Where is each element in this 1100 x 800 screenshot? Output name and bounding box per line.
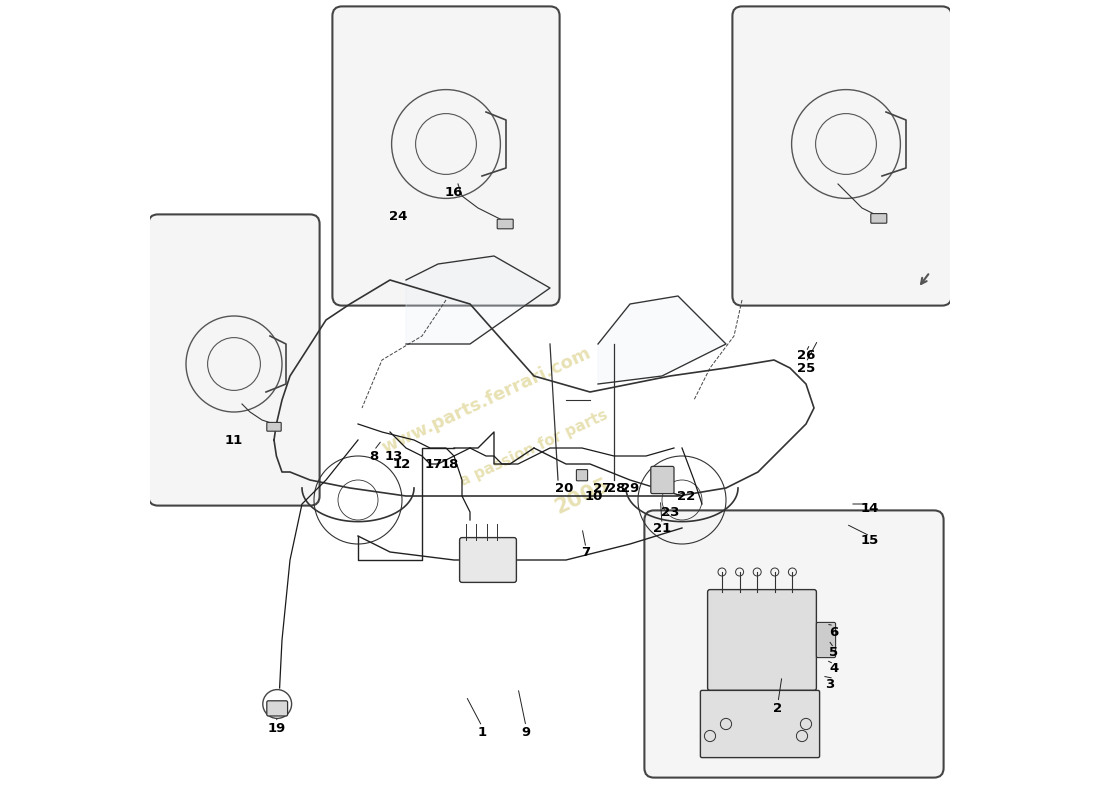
FancyBboxPatch shape <box>460 538 516 582</box>
Polygon shape <box>598 296 726 384</box>
Text: 5: 5 <box>829 646 838 658</box>
FancyBboxPatch shape <box>645 510 944 778</box>
Text: 22: 22 <box>676 490 695 502</box>
Text: 29: 29 <box>620 482 639 494</box>
Text: 28: 28 <box>607 482 626 494</box>
Text: 14: 14 <box>861 502 879 514</box>
Text: 18: 18 <box>441 458 459 470</box>
Text: 2005: 2005 <box>551 474 613 518</box>
FancyBboxPatch shape <box>148 214 320 506</box>
Text: 11: 11 <box>224 434 243 446</box>
FancyBboxPatch shape <box>576 470 587 481</box>
Text: 12: 12 <box>393 458 411 470</box>
Text: 1: 1 <box>477 726 486 738</box>
Text: www.parts.ferrari.com: www.parts.ferrari.com <box>378 343 594 457</box>
Text: 25: 25 <box>796 362 815 374</box>
Text: 8: 8 <box>370 450 378 462</box>
Text: 26: 26 <box>796 350 815 362</box>
Text: 17: 17 <box>425 458 443 470</box>
FancyBboxPatch shape <box>707 590 816 690</box>
FancyBboxPatch shape <box>267 422 282 431</box>
FancyBboxPatch shape <box>497 219 514 229</box>
Text: 27: 27 <box>593 482 612 494</box>
FancyBboxPatch shape <box>733 6 952 306</box>
FancyBboxPatch shape <box>871 214 887 223</box>
Text: 23: 23 <box>661 506 679 518</box>
Text: 3: 3 <box>825 678 835 690</box>
Text: 2: 2 <box>773 702 782 714</box>
Text: 16: 16 <box>444 186 463 198</box>
Text: 24: 24 <box>388 210 407 222</box>
FancyBboxPatch shape <box>701 690 820 758</box>
Text: 20: 20 <box>556 482 573 494</box>
Text: 21: 21 <box>653 522 671 534</box>
FancyBboxPatch shape <box>816 622 836 658</box>
Text: 10: 10 <box>585 490 603 502</box>
Text: 13: 13 <box>385 450 404 462</box>
Text: 19: 19 <box>267 722 286 734</box>
Polygon shape <box>406 256 550 344</box>
Text: 9: 9 <box>521 726 530 738</box>
Text: 15: 15 <box>861 534 879 546</box>
Text: 6: 6 <box>829 626 838 638</box>
Text: 7: 7 <box>582 546 591 558</box>
FancyBboxPatch shape <box>332 6 560 306</box>
Text: a passion for parts: a passion for parts <box>458 407 610 489</box>
FancyBboxPatch shape <box>651 466 674 494</box>
Text: 4: 4 <box>829 662 838 674</box>
FancyBboxPatch shape <box>267 701 287 716</box>
